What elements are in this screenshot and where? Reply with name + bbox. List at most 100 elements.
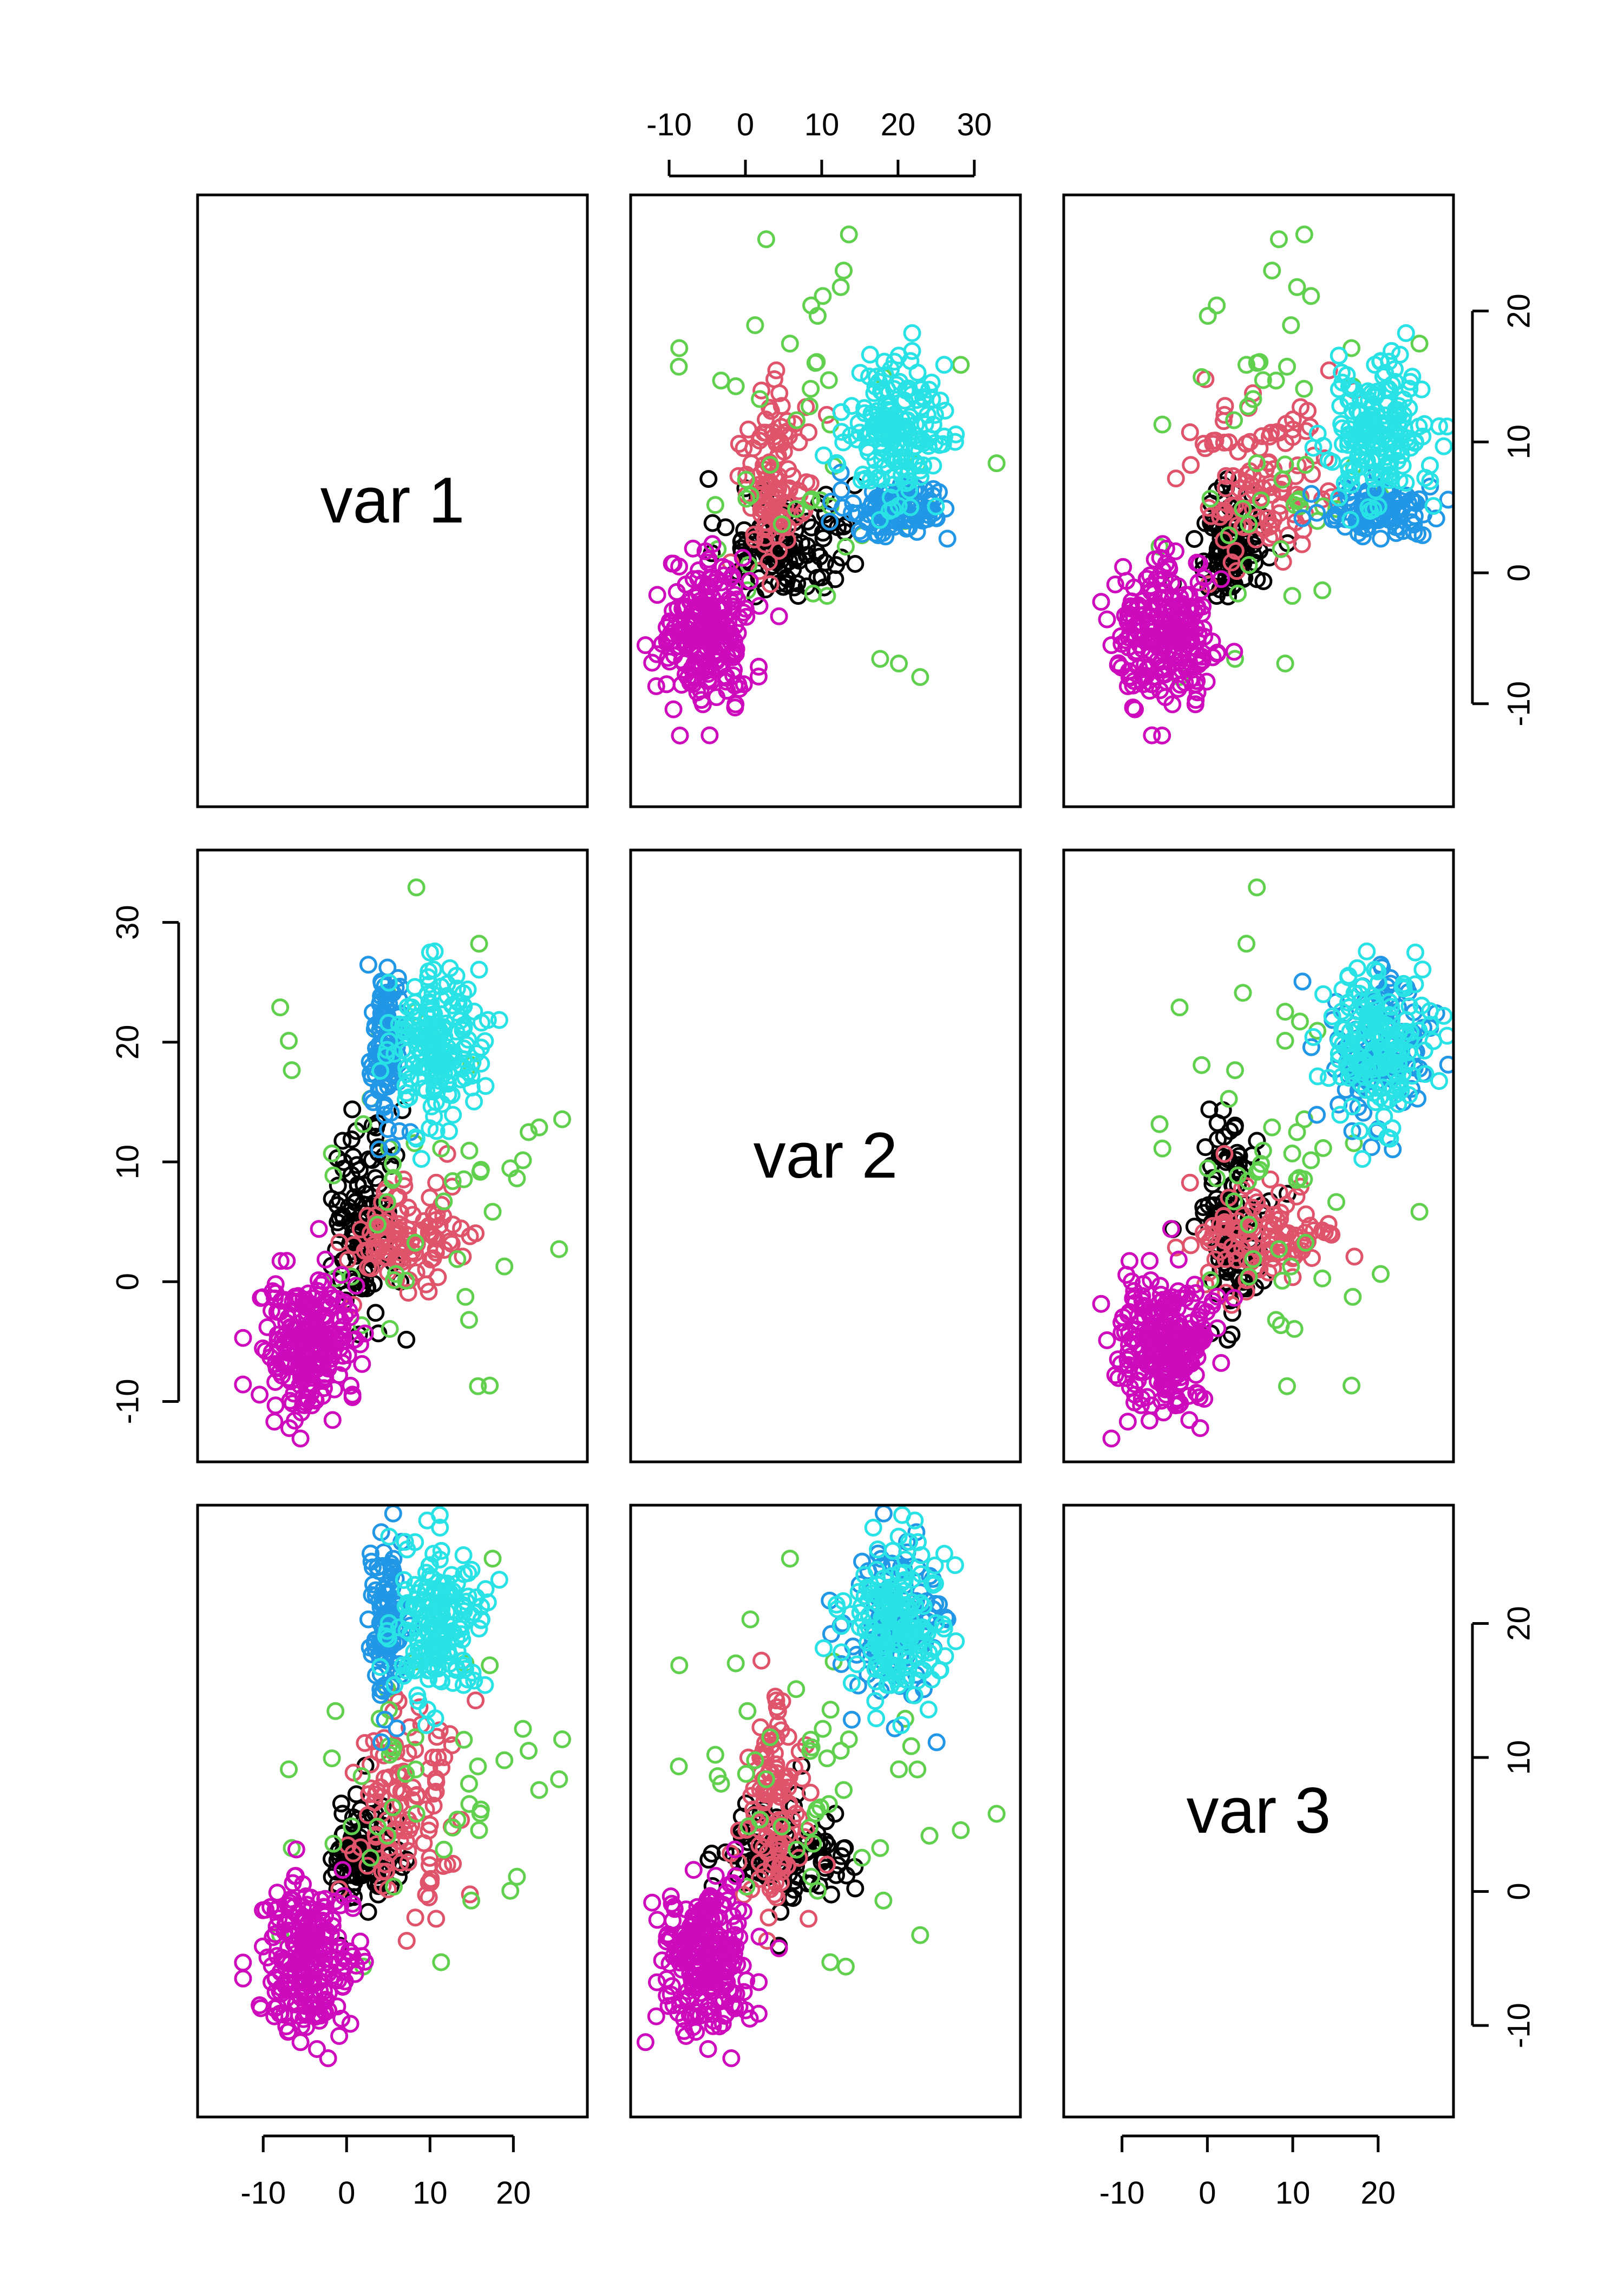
data-point [435, 1840, 453, 1859]
data-point [443, 1172, 462, 1190]
data-point [264, 1928, 282, 1946]
data-point [896, 1550, 914, 1569]
data-point [1282, 1257, 1300, 1276]
data-point [699, 2040, 717, 2058]
data-point [400, 1821, 418, 1839]
data-point [266, 1373, 285, 1391]
data-point [840, 1730, 858, 1748]
data-point [730, 1821, 748, 1840]
data-point [808, 543, 826, 561]
data-point [751, 1718, 770, 1736]
data-point [1393, 456, 1412, 475]
data-point [1288, 1123, 1306, 1141]
data-point [397, 1832, 415, 1851]
data-point [427, 1910, 446, 1928]
data-point [1254, 371, 1272, 389]
data-point [779, 1728, 797, 1746]
data-point [1349, 1098, 1367, 1116]
data-point [1206, 432, 1224, 450]
data-point [1208, 1169, 1226, 1187]
data-point [284, 1292, 302, 1310]
data-point [234, 1953, 252, 1972]
data-point [520, 1123, 538, 1141]
data-point [399, 1853, 417, 1872]
data-point [359, 1903, 377, 1921]
data-point [333, 1861, 352, 1879]
data-point [430, 1506, 449, 1524]
panel-r1-c2 [629, 193, 1022, 808]
data-point [342, 1376, 360, 1395]
data-point [1240, 515, 1258, 533]
data-point [702, 599, 721, 617]
data-point [1367, 1122, 1386, 1140]
panel-frame [196, 193, 589, 808]
data-point [1366, 1079, 1385, 1097]
data-point [686, 2008, 705, 2026]
data-point [927, 498, 945, 515]
data-point [501, 1159, 520, 1178]
data-point [323, 1411, 342, 1429]
data-point [1221, 1122, 1239, 1140]
data-point [1284, 1268, 1302, 1286]
data-point [670, 1757, 688, 1775]
data-point [369, 1216, 387, 1234]
data-point [1314, 1139, 1332, 1157]
data-point [1239, 397, 1258, 415]
data-point [1226, 1061, 1244, 1080]
panel-r1-c3 [1062, 193, 1455, 808]
data-point [751, 390, 769, 408]
data-point [1225, 1192, 1243, 1211]
data-point [1098, 610, 1116, 629]
data-point [884, 475, 902, 494]
data-point [1314, 985, 1332, 1003]
data-point [371, 1658, 389, 1676]
data-point [432, 1953, 450, 1971]
data-point [266, 1925, 285, 1943]
points-group [234, 878, 571, 1448]
data-point [1201, 489, 1220, 508]
data-point [1332, 415, 1351, 433]
data-point [870, 511, 889, 529]
data-point [1229, 442, 1247, 461]
data-point [1273, 482, 1292, 500]
data-point [735, 439, 753, 458]
data-point [851, 364, 869, 382]
data-point [553, 1110, 571, 1128]
data-point [380, 1032, 398, 1050]
data-point [336, 1306, 354, 1325]
data-point [330, 2027, 349, 2045]
data-point [687, 656, 705, 674]
data-point [831, 278, 850, 296]
data-point [1225, 1289, 1243, 1307]
data-point [677, 665, 695, 683]
data-point [1173, 594, 1191, 613]
data-point [403, 1779, 422, 1796]
data-point [759, 553, 778, 571]
data-point [1273, 1271, 1292, 1290]
tick-label: 30 [110, 905, 145, 940]
data-point [770, 607, 788, 625]
data-point [1424, 497, 1443, 515]
data-point [848, 430, 866, 449]
data-point [418, 1623, 436, 1641]
data-point [664, 700, 683, 718]
data-point [790, 1742, 809, 1761]
data-point [428, 1602, 447, 1620]
data-point [1121, 1378, 1139, 1396]
data-point [373, 1863, 391, 1881]
data-point [1181, 423, 1199, 441]
data-point [358, 1857, 377, 1875]
tick-label: 20 [1501, 293, 1536, 329]
data-point [715, 566, 733, 585]
data-point [306, 2008, 325, 2026]
data-point [397, 1084, 416, 1102]
data-point [1399, 433, 1417, 451]
data-point [848, 505, 866, 523]
data-point [306, 1948, 324, 1966]
data-point [1182, 456, 1200, 474]
data-point [375, 1645, 394, 1664]
data-point [1421, 478, 1439, 496]
data-point [1296, 456, 1315, 474]
